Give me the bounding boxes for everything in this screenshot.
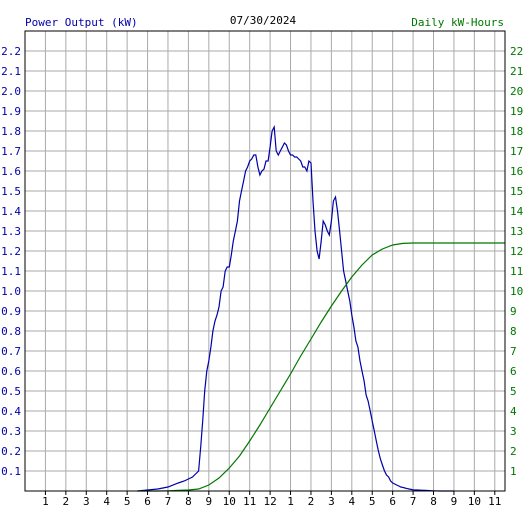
y-left-tick-label: 2.2 (1, 45, 21, 58)
x-tick-label: 4 (103, 495, 110, 508)
x-tick-label: 7 (410, 495, 417, 508)
y-left-tick-label: 0.5 (1, 385, 21, 398)
daily-energy-line (137, 242, 505, 492)
chart-title: 07/30/2024 (230, 14, 297, 27)
x-tick-label: 10 (223, 495, 236, 508)
y-right-tick-label: 13 (510, 225, 523, 238)
y-left-tick-label: 1.1 (1, 265, 21, 278)
x-tick-label: 8 (185, 495, 192, 508)
y-left-tick-label: 1.6 (1, 165, 21, 178)
y-right-tick-label: 9 (510, 305, 517, 318)
x-tick-label: 11 (488, 495, 501, 508)
y-left-tick-label: 0.9 (1, 305, 21, 318)
y-left-tick-label: 0.1 (1, 465, 21, 478)
y-right-tick-label: 2 (510, 445, 517, 458)
y-right-tick-label: 20 (510, 85, 523, 98)
y-left-tick-label: 1.2 (1, 245, 21, 258)
y-right-tick-label: 21 (510, 65, 523, 78)
y-left-tick-label: 1.0 (1, 285, 21, 298)
x-tick-label: 3 (328, 495, 335, 508)
y-left-tick-label: 0.6 (1, 365, 21, 378)
y-left-tick-label: 1.7 (1, 145, 21, 158)
y-left-tick-label: 1.9 (1, 105, 21, 118)
y-right-tick-label: 1 (510, 465, 517, 478)
y-left-tick-label: 1.3 (1, 225, 21, 238)
x-tick-label: 6 (144, 495, 151, 508)
x-tick-label: 9 (206, 495, 213, 508)
x-tick-label: 2 (308, 495, 315, 508)
series (137, 124, 505, 492)
y-right-tick-label: 15 (510, 185, 523, 198)
x-tick-label: 6 (389, 495, 396, 508)
y-left-tick-label: 2.1 (1, 65, 21, 78)
x-tick-label: 2 (63, 495, 70, 508)
y-left-tick-label: 1.5 (1, 185, 21, 198)
y-left-tick-label: 0.3 (1, 425, 21, 438)
y-right-tick-label: 19 (510, 105, 523, 118)
power-output-line (137, 124, 454, 492)
plot-frame (24, 30, 506, 492)
y-right-tick-label: 14 (510, 205, 524, 218)
x-axis-ticks: 1 2 3 4 5 6 7 8 9 10 11 12 1 2 3 4 5 6 7 8 9 10 11 (42, 491, 501, 508)
y-right-tick-label: 11 (510, 265, 523, 278)
y-right-tick-label: 4 (510, 405, 517, 418)
y-left-tick-label: 2.0 (1, 85, 21, 98)
y-right-tick-label: 7 (510, 345, 517, 358)
x-tick-label: 5 (124, 495, 131, 508)
grid (25, 31, 505, 491)
y-left-tick-label: 0.8 (1, 325, 21, 338)
y-right-tick-label: 8 (510, 325, 517, 338)
x-tick-label: 8 (430, 495, 437, 508)
y-right-tick-label: 5 (510, 385, 517, 398)
x-tick-label: 7 (165, 495, 172, 508)
x-tick-label: 1 (287, 495, 294, 508)
y-right-tick-label: 16 (510, 165, 523, 178)
y-right-tick-label: 17 (510, 145, 523, 158)
plot-border (24, 30, 506, 492)
x-tick-label: 11 (243, 495, 256, 508)
x-tick-label: 10 (468, 495, 481, 508)
right-axis-label: Daily kW-Hours (411, 16, 504, 29)
y-left-tick-label: 0.2 (1, 445, 21, 458)
y-left-tick-label: 0.4 (1, 405, 21, 418)
y-left-tick-label: 1.4 (1, 205, 21, 218)
y-left-axis-ticks: 0.1 0.2 0.3 0.4 0.5 0.6 0.7 0.8 0.9 1.0 1.1 1.2 1.3 1… (1, 45, 21, 478)
y-right-tick-label: 10 (510, 285, 523, 298)
y-left-tick-label: 0.7 (1, 345, 21, 358)
x-tick-label: 9 (451, 495, 458, 508)
x-tick-label: 12 (263, 495, 276, 508)
y-right-tick-label: 6 (510, 365, 517, 378)
y-right-tick-label: 3 (510, 425, 517, 438)
left-axis-label: Power Output (kW) (25, 16, 138, 29)
y-left-tick-label: 1.8 (1, 125, 21, 138)
x-tick-label: 3 (83, 495, 90, 508)
y-right-tick-label: 22 (510, 45, 523, 58)
x-tick-label: 5 (369, 495, 376, 508)
y-right-tick-label: 12 (510, 245, 523, 258)
y-right-tick-label: 18 (510, 125, 523, 138)
x-tick-label: 4 (348, 495, 355, 508)
x-tick-label: 1 (42, 495, 49, 508)
